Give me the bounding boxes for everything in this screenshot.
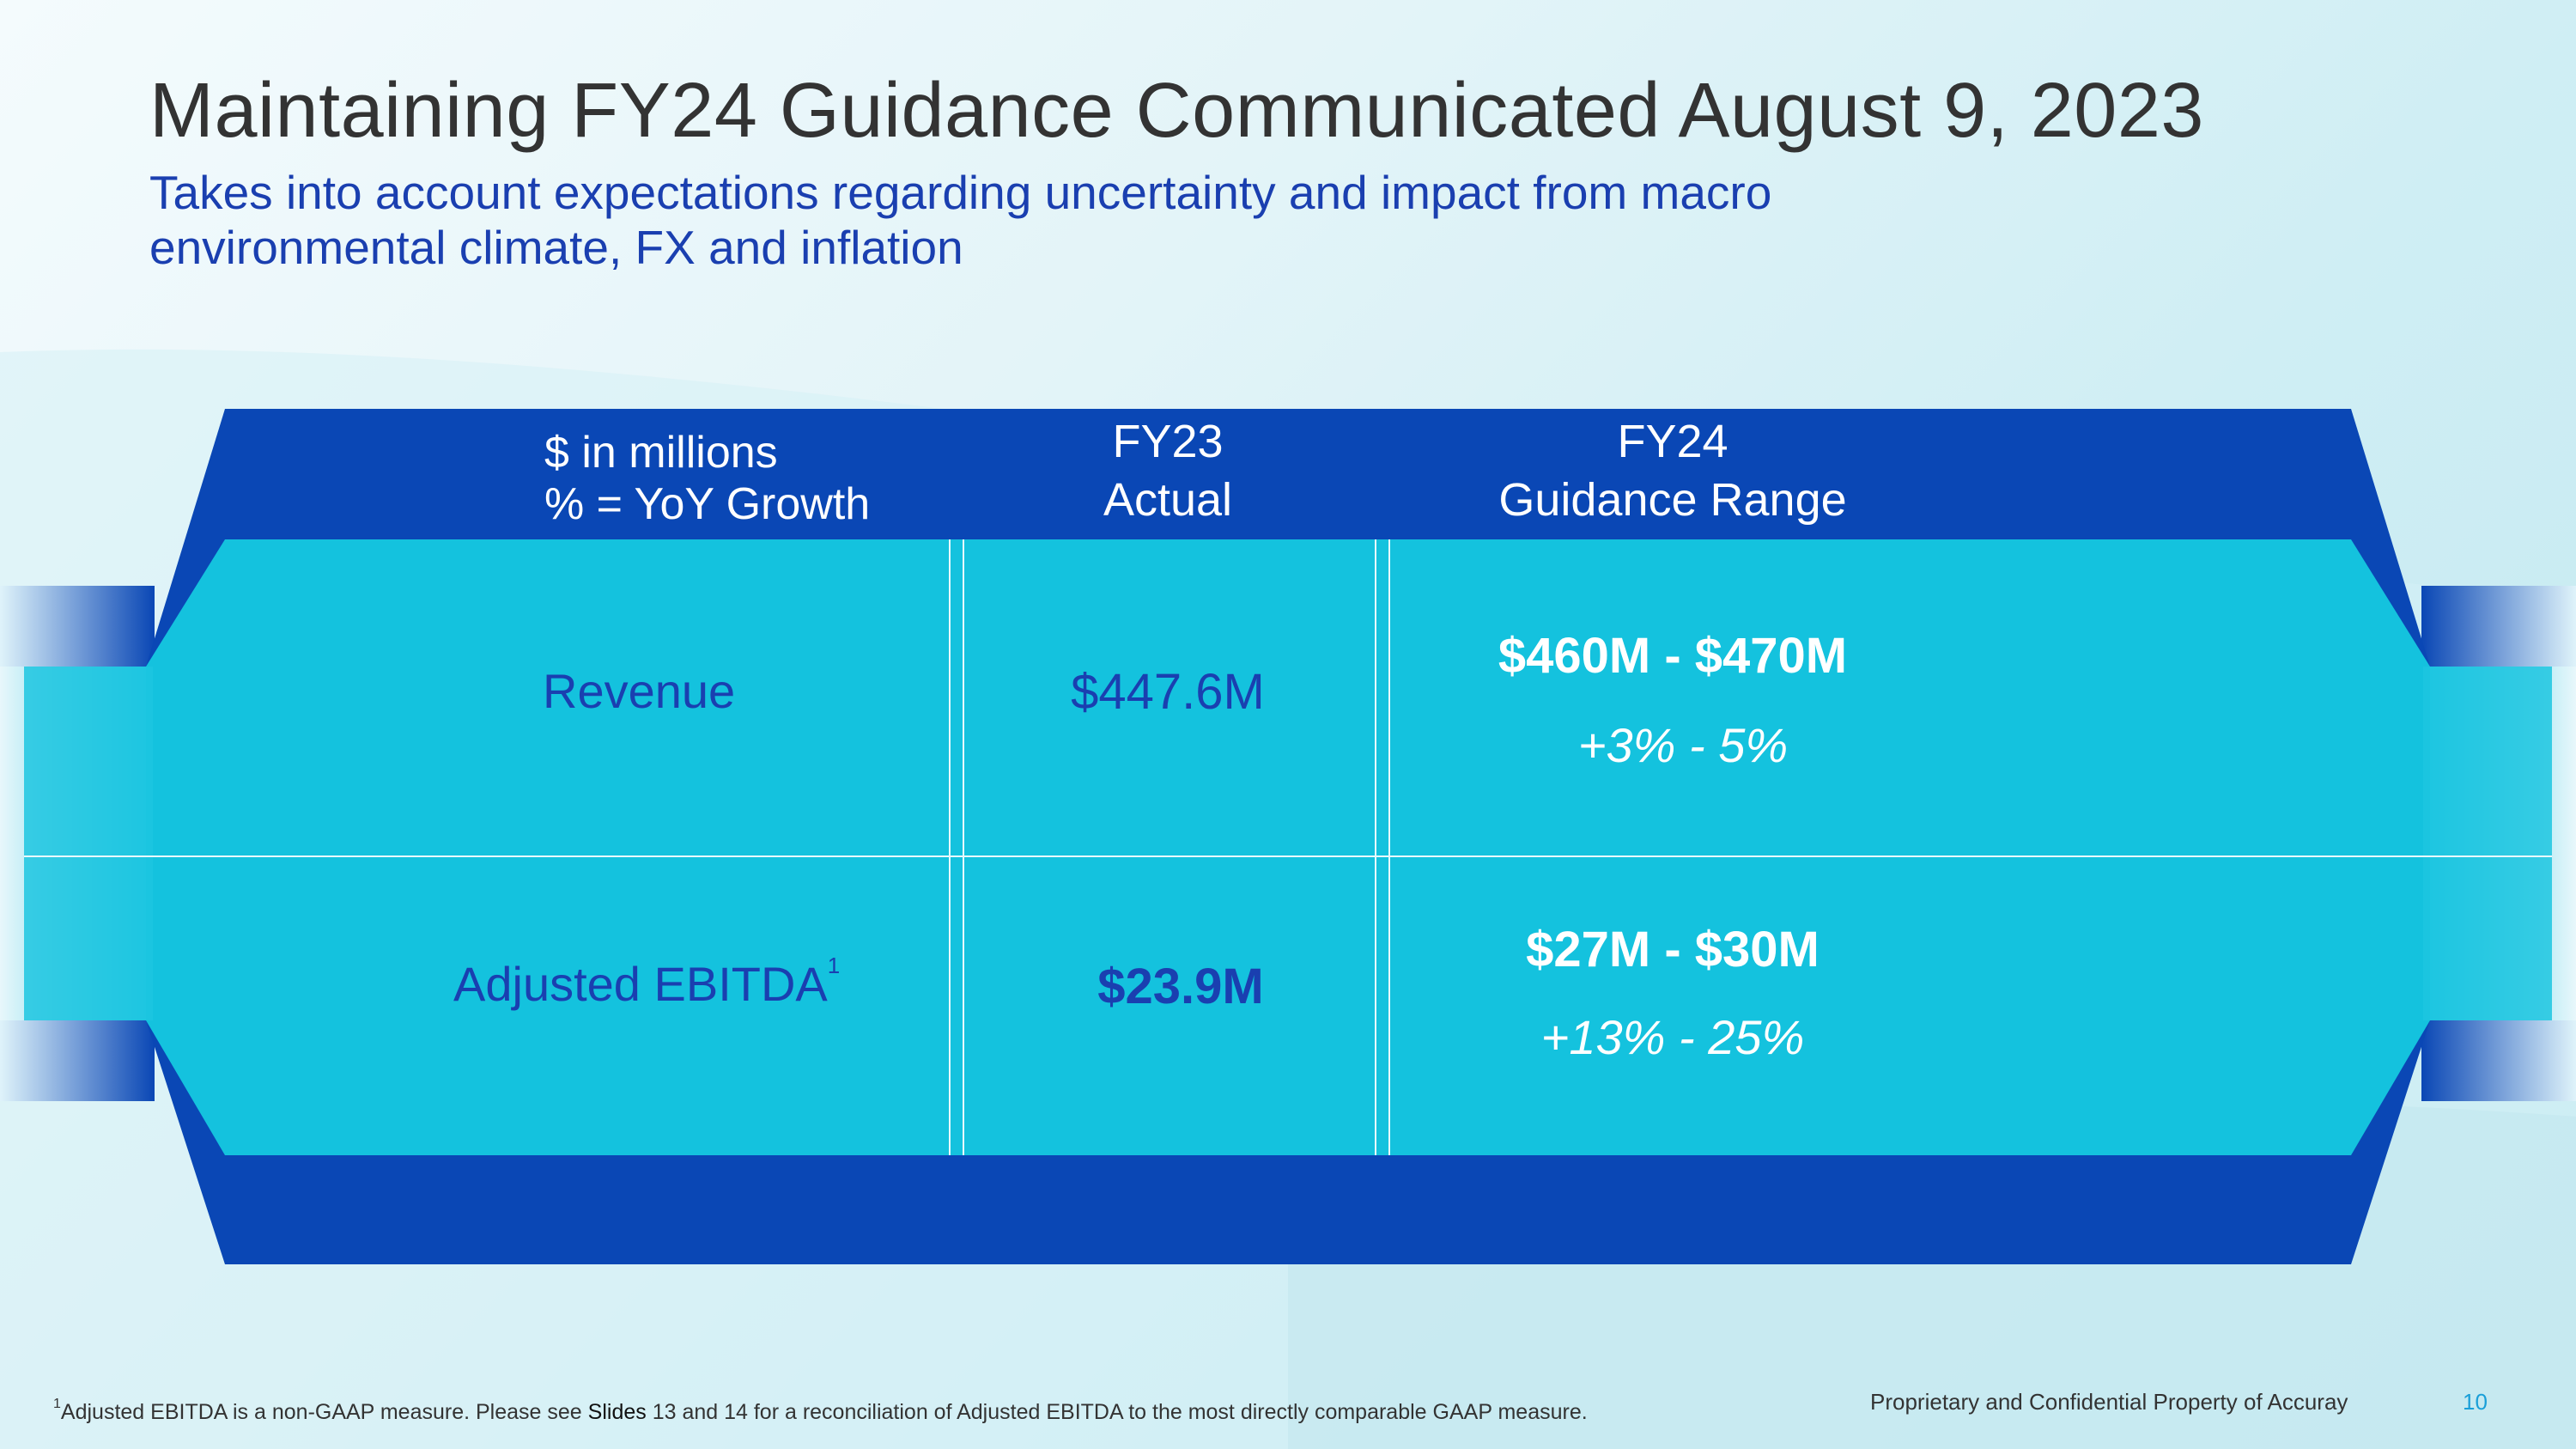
header-fy23-line-2: Actual <box>1103 474 1233 526</box>
row-label-adjusted-ebitda: Adjusted EBITDA1 <box>453 953 841 1011</box>
slide-title: Maintaining FY24 Guidance Communicated A… <box>149 68 2204 154</box>
header-fy24-line-1: FY24 <box>1617 416 1728 467</box>
row-label-revenue: Revenue <box>543 664 736 718</box>
units-line-1: $ in millions <box>544 428 778 478</box>
right-tab-top <box>2421 586 2576 667</box>
revenue-guidance-range: $460M - $470M <box>1498 628 1848 684</box>
table-body <box>146 539 2430 1155</box>
left-tab-top <box>0 586 155 667</box>
page-number: 10 <box>2463 1389 2488 1415</box>
footnote-mark-ebitda: 1 <box>827 953 841 978</box>
header-fy24-guidance: FY24 Guidance Range <box>1372 415 1973 527</box>
footnote-slides-link: Slides <box>587 1400 647 1424</box>
units-note: $ in millions % = YoY Growth <box>544 427 870 530</box>
header-fy23-actual: FY23 Actual <box>996 415 1340 527</box>
ebitda-fy23-actual: $23.9M <box>1097 959 1264 1014</box>
revenue-growth-range: +3% - 5% <box>1577 718 1789 772</box>
ebitda-growth-range: +13% - 25% <box>1540 1010 1805 1064</box>
proprietary-notice: Proprietary and Confidential Property of… <box>1870 1389 2348 1415</box>
right-tab-bottom <box>2421 1020 2576 1101</box>
footnote-text-1: Adjusted EBITDA is a non-GAAP measure. P… <box>60 1400 588 1424</box>
slide-subtitle: Takes into account expectations regardin… <box>149 166 1772 274</box>
header-fy23-line-1: FY23 <box>1112 416 1224 467</box>
ebitda-guidance-range: $27M - $30M <box>1526 922 1820 977</box>
footnote-mark: 1 <box>53 1397 61 1411</box>
header-fy24-line-2: Guidance Range <box>1498 474 1847 526</box>
footnote: 1Adjusted EBITDA is a non-GAAP measure. … <box>53 1397 1588 1425</box>
footnote-text-2: 13 and 14 for a reconciliation of Adjust… <box>646 1400 1588 1424</box>
revenue-fy23-actual: $447.6M <box>1071 664 1265 720</box>
units-line-2: % = YoY Growth <box>544 479 871 529</box>
left-tab-bottom <box>0 1020 155 1101</box>
